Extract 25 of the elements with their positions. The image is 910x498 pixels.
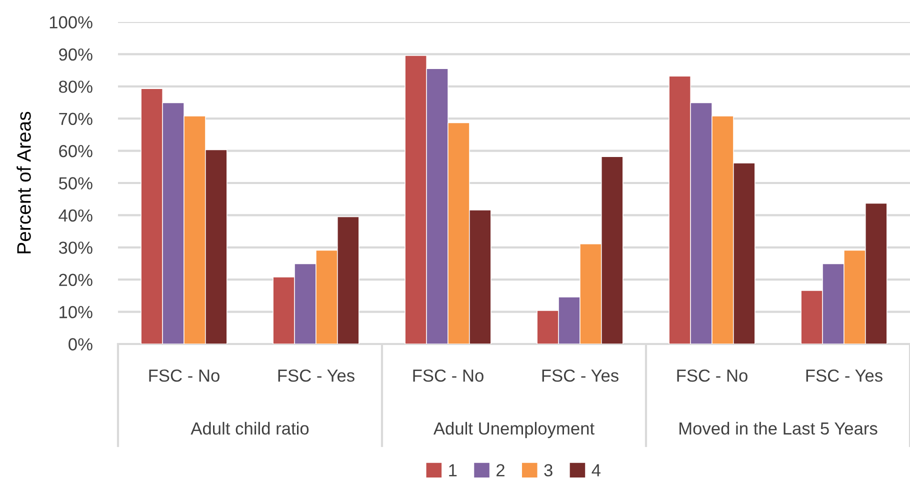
y-tick-label: 20% bbox=[59, 274, 92, 286]
y-tick-label: 10% bbox=[60, 306, 92, 318]
y-tick-label: 100% bbox=[50, 16, 92, 28]
y-axis-title: Percent of Areas bbox=[16, 112, 31, 254]
x-tick-label: FSC - No bbox=[413, 369, 484, 382]
text: Adult child ratio bbox=[190, 422, 309, 435]
y-tick-label: 50% bbox=[58, 177, 92, 190]
text: Moved in the Last 5 Years bbox=[680, 422, 878, 435]
y-tick-label: 0% bbox=[68, 338, 92, 350]
legend-label: 4 bbox=[592, 464, 601, 476]
y-tick-label: 90% bbox=[59, 48, 92, 61]
y-tick-label: 80% bbox=[59, 80, 92, 93]
legend-label: 1 bbox=[449, 464, 457, 476]
y-tick-label: 60% bbox=[59, 144, 92, 158]
text: Adult Unemployment bbox=[433, 422, 594, 438]
x-tick-label: FSC - No bbox=[149, 369, 220, 382]
x-tick-label: FSC - Yes bbox=[278, 369, 354, 382]
legend-label: 2 bbox=[496, 464, 504, 476]
x-tick-label: FSC - Yes bbox=[542, 369, 618, 382]
y-tick-label: 30% bbox=[58, 242, 92, 254]
y-tick-label: 70% bbox=[59, 112, 92, 126]
legend-label: 3 bbox=[544, 464, 552, 476]
x-tick-label: FSC - Yes bbox=[806, 369, 882, 382]
x-tick-label: FSC - No bbox=[677, 369, 748, 382]
y-tick-label: 40% bbox=[58, 209, 92, 222]
